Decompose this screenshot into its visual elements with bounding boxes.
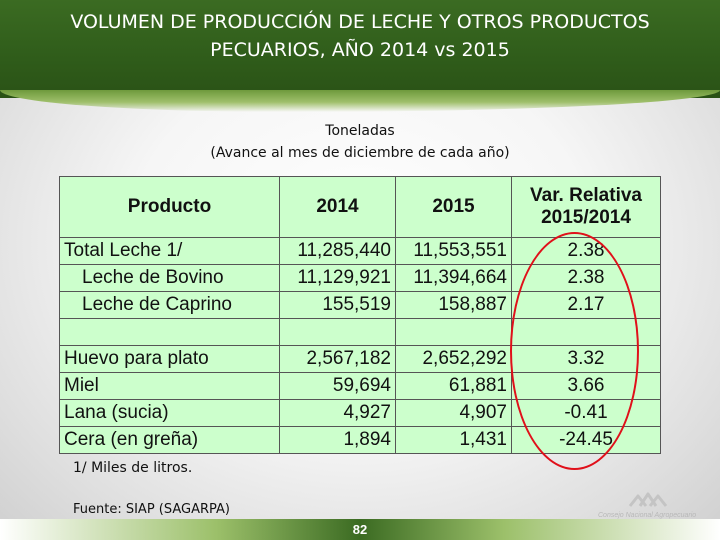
logo-mountain-3 <box>648 494 668 507</box>
cell-2015 <box>395 318 512 346</box>
cell-2014: 59,694 <box>279 372 396 400</box>
cell-2014 <box>279 318 396 346</box>
cell-producto: Miel <box>59 372 280 400</box>
cell-producto <box>59 318 280 346</box>
cell-2015: 158,887 <box>395 291 512 319</box>
title-banner: VOLUMEN DE PRODUCCIÓN DE LECHE Y OTROS P… <box>0 0 720 112</box>
cell-2014: 11,285,440 <box>279 237 396 265</box>
header-var-relativa: Var. Relativa 2015/2014 <box>511 176 661 238</box>
header-var-line-1: Var. Relativa <box>530 185 642 206</box>
organization-logo <box>628 492 668 507</box>
header-producto: Producto <box>59 176 280 238</box>
cell-2015: 11,553,551 <box>395 237 512 265</box>
cell-2015: 11,394,664 <box>395 264 512 292</box>
footer-bar <box>0 519 720 540</box>
cell-producto: Cera (en greña) <box>59 426 280 454</box>
table-caption: Toneladas (Avance al mes de diciembre de… <box>0 120 720 164</box>
cell-2014: 2,567,182 <box>279 345 396 373</box>
title-line-1: VOLUMEN DE PRODUCCIÓN DE LECHE Y OTROS P… <box>70 11 650 33</box>
header-2014: 2014 <box>279 176 396 238</box>
header-var-line-2: 2015/2014 <box>541 207 631 228</box>
cell-producto: Leche de Bovino <box>59 264 280 292</box>
cell-2015: 2,652,292 <box>395 345 512 373</box>
cell-producto: Total Leche 1/ <box>59 237 280 265</box>
table-header-row: Producto 2014 2015 Var. Relativa 2015/20… <box>59 176 661 238</box>
highlight-oval <box>510 232 639 470</box>
cell-producto: Leche de Caprino <box>59 291 280 319</box>
logo-caption: Consejo Nacional Agropecuario <box>598 512 697 519</box>
slide-title: VOLUMEN DE PRODUCCIÓN DE LECHE Y OTROS P… <box>0 8 720 64</box>
cell-2015: 1,431 <box>395 426 512 454</box>
cell-producto: Huevo para plato <box>59 345 280 373</box>
cell-2014: 11,129,921 <box>279 264 396 292</box>
cell-2014: 1,894 <box>279 426 396 454</box>
page-number: 82 <box>352 522 368 537</box>
title-line-2: PECUARIOS, AÑO 2014 vs 2015 <box>210 39 510 61</box>
units-label: Toneladas <box>325 123 395 139</box>
cell-2014: 4,927 <box>279 399 396 427</box>
cell-2015: 61,881 <box>395 372 512 400</box>
header-2015: 2015 <box>395 176 512 238</box>
cell-2014: 155,519 <box>279 291 396 319</box>
period-note: (Avance al mes de diciembre de cada año) <box>210 145 510 161</box>
footnote: 1/ Miles de litros. <box>73 460 193 476</box>
cell-2015: 4,907 <box>395 399 512 427</box>
cell-producto: Lana (sucia) <box>59 399 280 427</box>
source-note: Fuente: SIAP (SAGARPA) <box>73 502 231 517</box>
